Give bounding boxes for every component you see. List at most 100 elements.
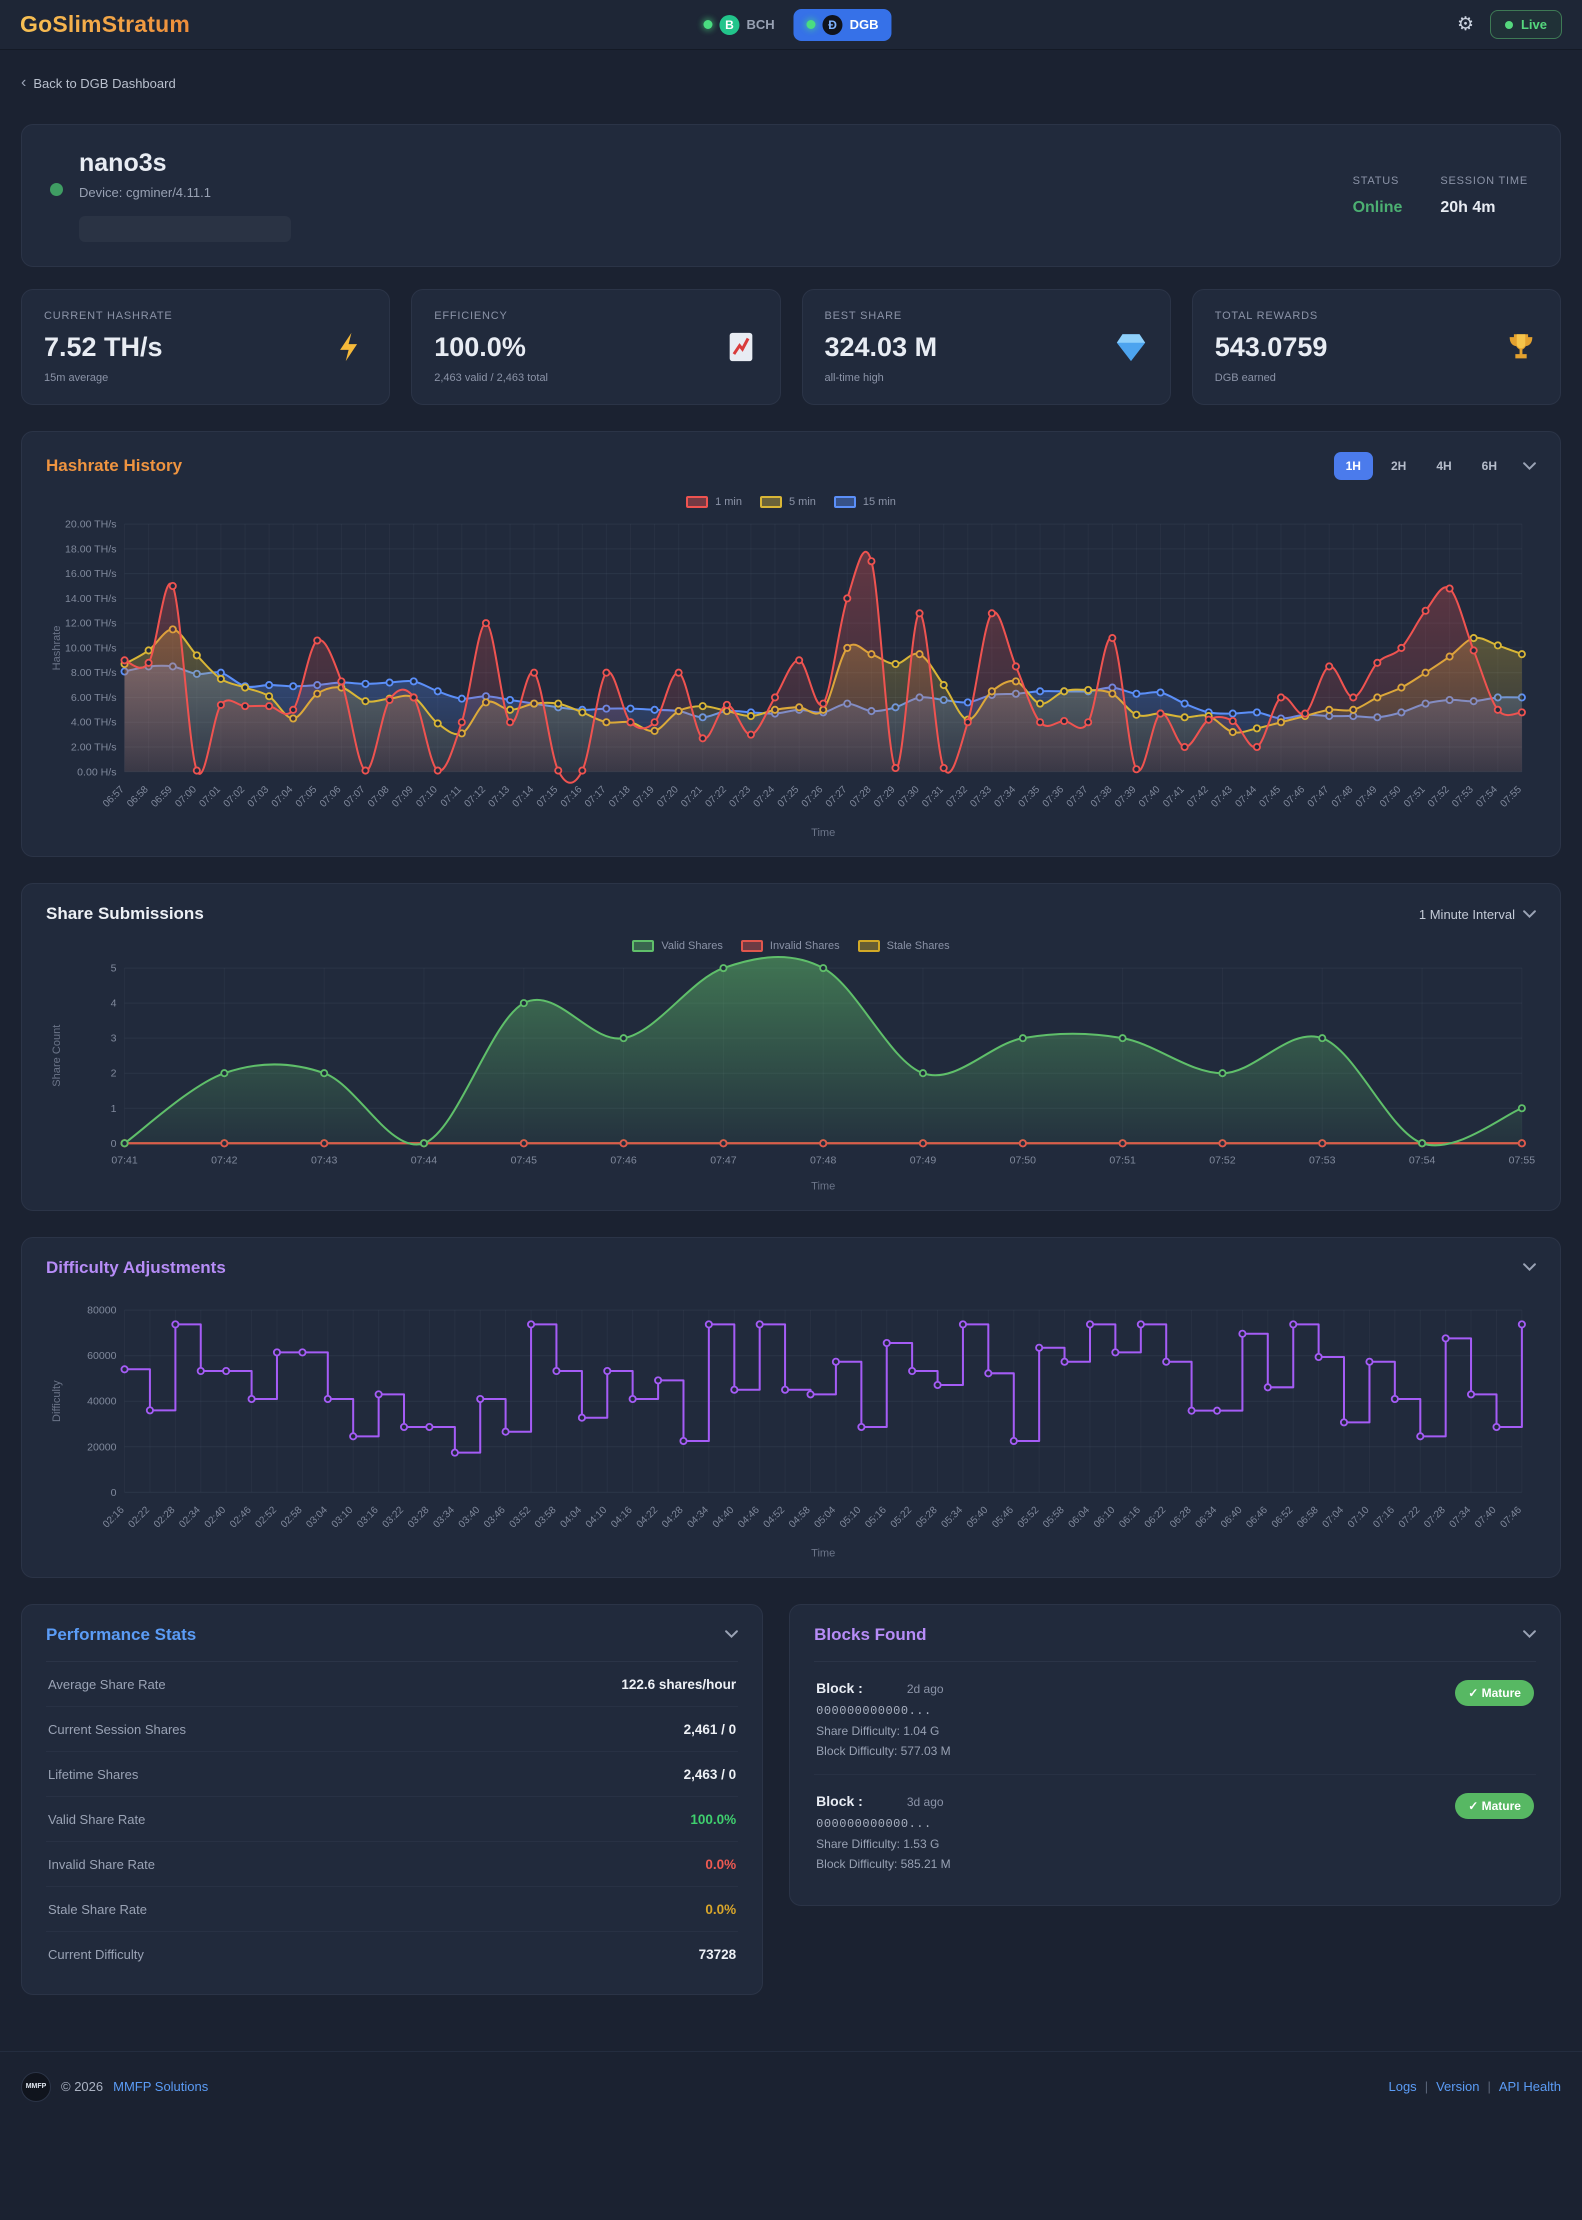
stat-cards: CURRENT HASHRATE 7.52 TH/s 15m average E… bbox=[21, 289, 1561, 405]
legend-swatch-icon bbox=[740, 940, 763, 953]
svg-text:05:10: 05:10 bbox=[838, 1504, 864, 1530]
version-link[interactable]: Version bbox=[1436, 2079, 1480, 2095]
svg-text:04:16: 04:16 bbox=[609, 1504, 635, 1530]
svg-text:14.00 TH/s: 14.00 TH/s bbox=[65, 593, 116, 605]
svg-text:07:12: 07:12 bbox=[463, 784, 489, 810]
svg-text:07:28: 07:28 bbox=[1422, 1504, 1448, 1530]
svg-text:07:26: 07:26 bbox=[800, 784, 826, 810]
chevron-down-icon bbox=[1523, 909, 1536, 918]
blocks-found-title: Blocks Found bbox=[814, 1624, 927, 1644]
svg-text:06:16: 06:16 bbox=[1117, 1504, 1143, 1530]
session-time-value: 20h 4m bbox=[1440, 198, 1496, 216]
svg-text:07:29: 07:29 bbox=[872, 784, 898, 810]
svg-text:07:25: 07:25 bbox=[776, 784, 802, 810]
legend-item: 15 min bbox=[833, 496, 896, 508]
svg-text:07:18: 07:18 bbox=[607, 784, 633, 810]
svg-text:07:55: 07:55 bbox=[1509, 1155, 1536, 1167]
svg-text:07:34: 07:34 bbox=[1448, 1504, 1474, 1530]
worker-online-dot-icon bbox=[50, 183, 63, 196]
legend-item: Valid Shares bbox=[632, 940, 723, 953]
svg-text:07:10: 07:10 bbox=[414, 784, 440, 810]
coin-button-dgb[interactable]: Ð DGB bbox=[793, 8, 892, 41]
svg-text:07:48: 07:48 bbox=[1330, 784, 1356, 810]
chevron-down-icon[interactable] bbox=[1523, 461, 1536, 471]
stat-value: 543.0759 bbox=[1214, 332, 1328, 362]
range-button-4h[interactable]: 4H bbox=[1424, 452, 1463, 480]
svg-text:0.00 H/s: 0.00 H/s bbox=[77, 766, 116, 778]
footer: MMFP © 2026 MMFP Solutions Logs | Versio… bbox=[0, 2050, 1582, 2148]
live-dot-icon bbox=[1504, 20, 1513, 29]
block-age: 2d ago bbox=[906, 1681, 944, 1696]
coin-button-bch[interactable]: B BCH bbox=[690, 9, 787, 41]
perf-row-current-difficulty: Current Difficulty 73728 bbox=[46, 1932, 738, 1976]
svg-text:07:36: 07:36 bbox=[1041, 784, 1067, 810]
svg-text:02:16: 02:16 bbox=[101, 1504, 127, 1530]
svg-text:07:16: 07:16 bbox=[1371, 1504, 1397, 1530]
svg-text:6.00 TH/s: 6.00 TH/s bbox=[71, 692, 117, 704]
logs-link[interactable]: Logs bbox=[1388, 2079, 1417, 2095]
svg-text:04:40: 04:40 bbox=[711, 1504, 737, 1530]
block-hash: 000000000000... bbox=[816, 1703, 932, 1718]
api-health-link[interactable]: API Health bbox=[1498, 2079, 1561, 2095]
stat-value: 100.0% bbox=[434, 332, 526, 362]
hashrate-history-card: Hashrate History 1H 2H 4H 6H 1 min 5 min 1… bbox=[21, 431, 1561, 858]
svg-text:4.00 TH/s: 4.00 TH/s bbox=[71, 717, 117, 729]
time-range-selector: 1H 2H 4H 6H bbox=[1333, 452, 1536, 480]
block-name: Block : bbox=[816, 1792, 863, 1809]
company-link[interactable]: MMFP Solutions bbox=[113, 2079, 209, 2095]
back-to-dashboard-link[interactable]: ‹ Back to DGB Dashboard bbox=[21, 74, 176, 92]
svg-text:07:31: 07:31 bbox=[920, 784, 946, 810]
svg-text:04:28: 04:28 bbox=[660, 1504, 686, 1530]
svg-text:07:47: 07:47 bbox=[710, 1155, 737, 1167]
range-button-2h[interactable]: 2H bbox=[1379, 452, 1418, 480]
svg-text:07:46: 07:46 bbox=[1498, 1504, 1524, 1530]
svg-text:04:58: 04:58 bbox=[787, 1504, 813, 1530]
difficulty-title: Difficulty Adjustments bbox=[46, 1257, 226, 1277]
hashrate-chart: 0.00 H/s 2.00 TH/s 4.00 TH/s 6.00 TH/s 8.00 … bbox=[51, 519, 1526, 839]
range-button-1h[interactable]: 1H bbox=[1333, 452, 1373, 480]
chevron-down-icon[interactable] bbox=[725, 1630, 739, 1639]
interval-selector[interactable]: 1 Minute Interval bbox=[1419, 907, 1536, 922]
live-label: Live bbox=[1520, 17, 1547, 32]
gear-icon[interactable]: ⚙ bbox=[1456, 14, 1474, 35]
svg-text:03:46: 03:46 bbox=[482, 1504, 508, 1530]
stat-value: 324.03 M bbox=[824, 332, 938, 362]
worker-info: nano3s Device: cgminer/4.11.1 bbox=[50, 149, 291, 242]
svg-text:Time: Time bbox=[811, 1181, 835, 1193]
svg-text:40000: 40000 bbox=[87, 1396, 116, 1408]
blocks-list: Block : 2d ago 000000000000... Share Dif… bbox=[814, 1662, 1536, 1887]
svg-text:06:22: 06:22 bbox=[1143, 1504, 1169, 1530]
svg-text:07:40: 07:40 bbox=[1137, 784, 1163, 810]
legend-swatch-icon bbox=[686, 496, 709, 508]
svg-text:05:04: 05:04 bbox=[812, 1504, 838, 1530]
svg-text:07:07: 07:07 bbox=[342, 784, 368, 810]
svg-text:Time: Time bbox=[811, 827, 835, 839]
range-button-6h[interactable]: 6H bbox=[1470, 452, 1509, 480]
svg-text:07:16: 07:16 bbox=[559, 784, 585, 810]
svg-text:06:40: 06:40 bbox=[1219, 1504, 1245, 1530]
chevron-down-icon[interactable] bbox=[1523, 1263, 1536, 1272]
svg-text:04:34: 04:34 bbox=[685, 1504, 711, 1530]
svg-text:06:34: 06:34 bbox=[1194, 1504, 1220, 1530]
svg-text:02:22: 02:22 bbox=[126, 1504, 152, 1530]
svg-text:07:08: 07:08 bbox=[366, 784, 392, 810]
svg-text:07:42: 07:42 bbox=[211, 1155, 238, 1167]
svg-text:18.00 TH/s: 18.00 TH/s bbox=[65, 543, 116, 555]
svg-text:07:14: 07:14 bbox=[511, 784, 537, 810]
block-name: Block : bbox=[816, 1679, 863, 1696]
status-value: Online bbox=[1352, 198, 1403, 216]
chevron-down-icon[interactable] bbox=[1523, 1630, 1536, 1639]
perf-value: 122.6 shares/hour bbox=[621, 1676, 737, 1692]
live-badge[interactable]: Live bbox=[1489, 10, 1562, 39]
worker-device: Device: cgminer/4.11.1 bbox=[79, 185, 211, 200]
stat-sub: DGB earned bbox=[1214, 372, 1276, 384]
difficulty-chart-wrap: 0 20000 40000 60000 80000 02:16 02:22 02:28 02:3… bbox=[46, 1296, 1536, 1563]
svg-text:02:58: 02:58 bbox=[279, 1504, 305, 1530]
stat-sub: 15m average bbox=[44, 372, 109, 384]
svg-text:Hashrate: Hashrate bbox=[51, 625, 63, 670]
svg-text:07:43: 07:43 bbox=[311, 1155, 338, 1167]
worker-name: nano3s bbox=[79, 149, 167, 177]
copyright-text: © 2026 bbox=[61, 2079, 104, 2095]
svg-text:07:34: 07:34 bbox=[992, 784, 1018, 810]
